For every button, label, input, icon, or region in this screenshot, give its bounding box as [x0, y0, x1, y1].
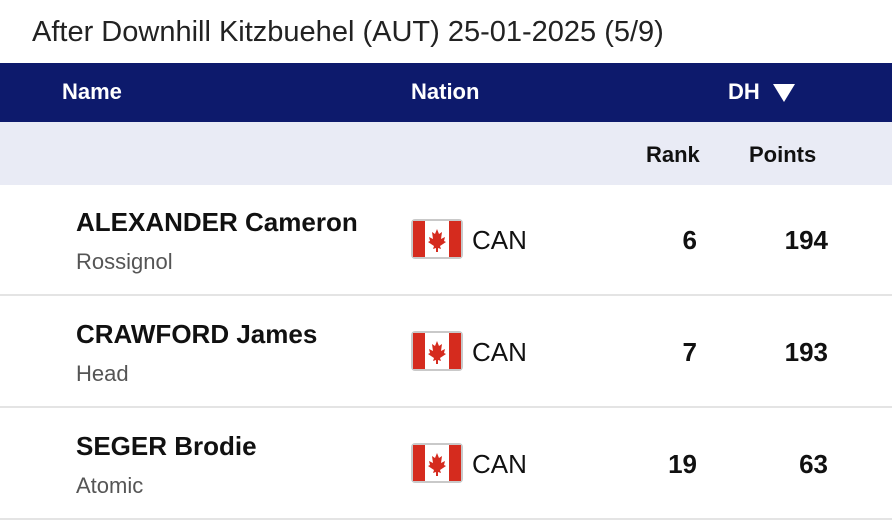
nation-code: CAN [472, 449, 527, 479]
column-subheader: Rank [646, 142, 700, 167]
nation-code: CAN [472, 225, 527, 255]
athlete-name: ALEXANDER Cameron [76, 207, 358, 237]
column-header[interactable]: Nation [411, 79, 480, 104]
athlete-name: CRAWFORD James [76, 319, 318, 349]
sort-icon[interactable] [772, 83, 796, 103]
column-header[interactable]: Name [62, 79, 122, 104]
table-row: ALEXANDER Cameron Rossignol CAN 6 194 [0, 185, 892, 296]
rank-value: 6 [682, 225, 697, 255]
table-subheader: Rank Points [0, 122, 892, 185]
points-value: 63 [799, 449, 828, 479]
flag [411, 443, 463, 488]
flag [411, 219, 463, 264]
flag-icon [411, 331, 463, 371]
rank-value: 19 [668, 449, 697, 479]
athlete-name: SEGER Brodie [76, 431, 257, 461]
page-title: After Downhill Kitzbuehel (AUT) 25-01-20… [32, 16, 664, 48]
brand-name: Rossignol [76, 249, 173, 274]
column-subheader: Points [749, 142, 817, 167]
table-row: CRAWFORD James Head CAN 7 193 [0, 297, 892, 408]
brand-name: Head [76, 361, 129, 386]
flag-icon [411, 219, 463, 259]
rank-value: 7 [682, 337, 697, 367]
flag [411, 331, 463, 376]
brand-name: Atomic [76, 473, 144, 498]
flag-icon [411, 443, 463, 483]
points-value: 193 [784, 337, 828, 367]
points-value: 194 [784, 225, 828, 255]
table-row: SEGER Brodie Atomic CAN 19 63 [0, 409, 892, 520]
column-header[interactable]: DH [728, 79, 760, 104]
nation-code: CAN [472, 337, 527, 367]
table-header: Name Nation DH [0, 63, 892, 122]
